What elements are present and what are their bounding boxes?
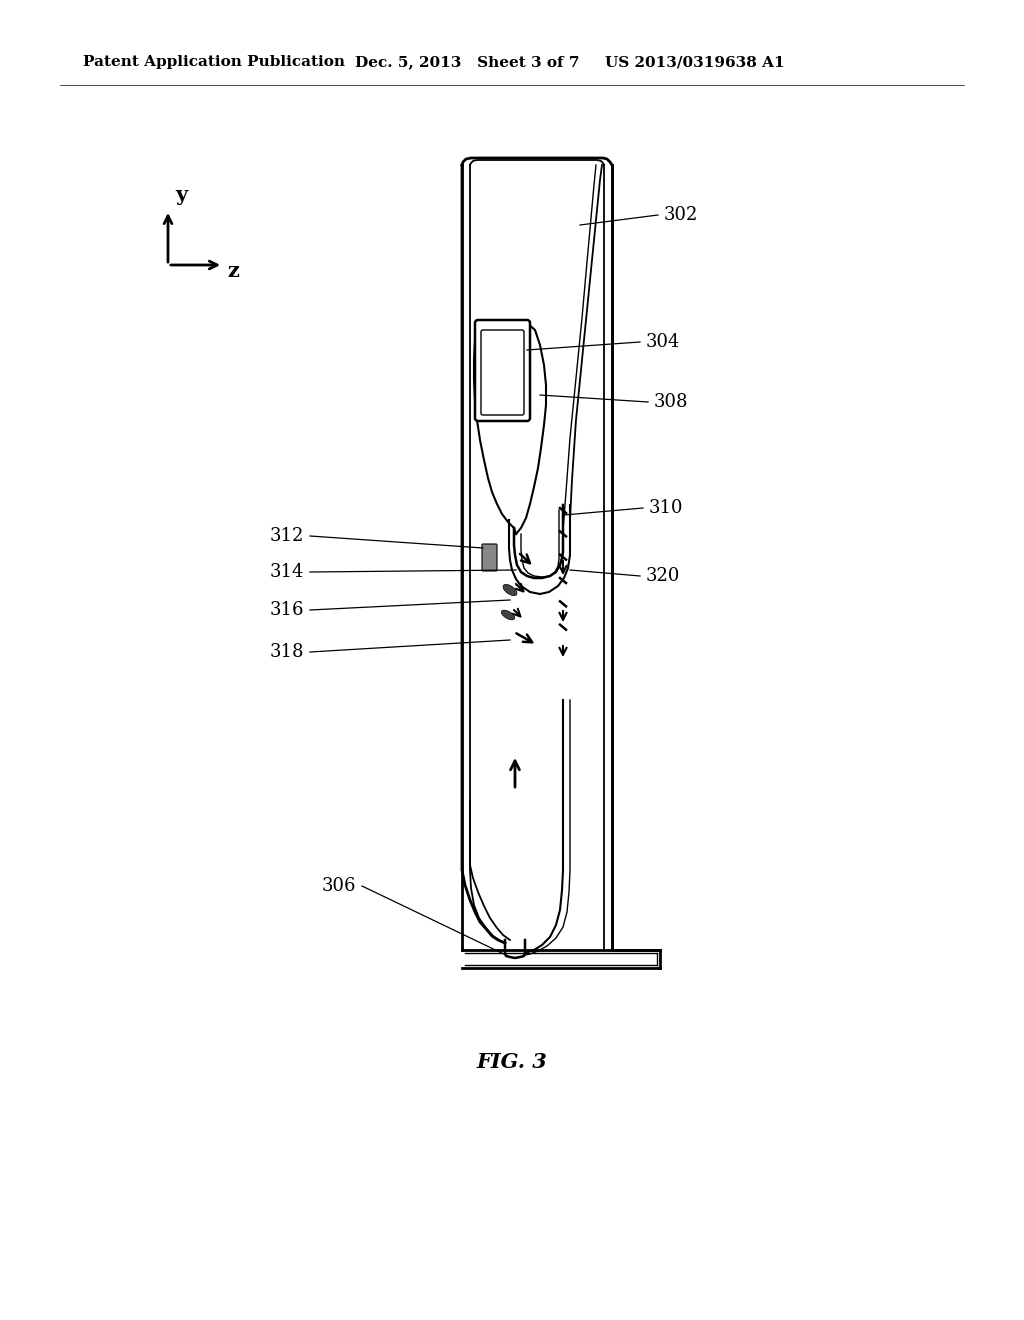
Text: 310: 310 [649,499,683,517]
Text: 304: 304 [646,333,680,351]
Text: 318: 318 [269,643,304,661]
Ellipse shape [503,585,517,595]
Text: Dec. 5, 2013   Sheet 3 of 7: Dec. 5, 2013 Sheet 3 of 7 [355,55,580,69]
Text: FIG. 3: FIG. 3 [476,1052,548,1072]
Text: 306: 306 [322,876,356,895]
Polygon shape [462,950,660,968]
Text: 312: 312 [269,527,304,545]
Text: 314: 314 [269,564,304,581]
Text: 316: 316 [269,601,304,619]
Text: 302: 302 [664,206,698,224]
Text: y: y [175,185,187,205]
FancyBboxPatch shape [481,330,524,414]
Text: 320: 320 [646,568,680,585]
Ellipse shape [502,610,515,620]
FancyBboxPatch shape [475,319,530,421]
FancyBboxPatch shape [482,544,497,572]
Text: Patent Application Publication: Patent Application Publication [83,55,345,69]
Text: z: z [227,261,239,281]
Text: US 2013/0319638 A1: US 2013/0319638 A1 [605,55,784,69]
Text: 308: 308 [654,393,688,411]
